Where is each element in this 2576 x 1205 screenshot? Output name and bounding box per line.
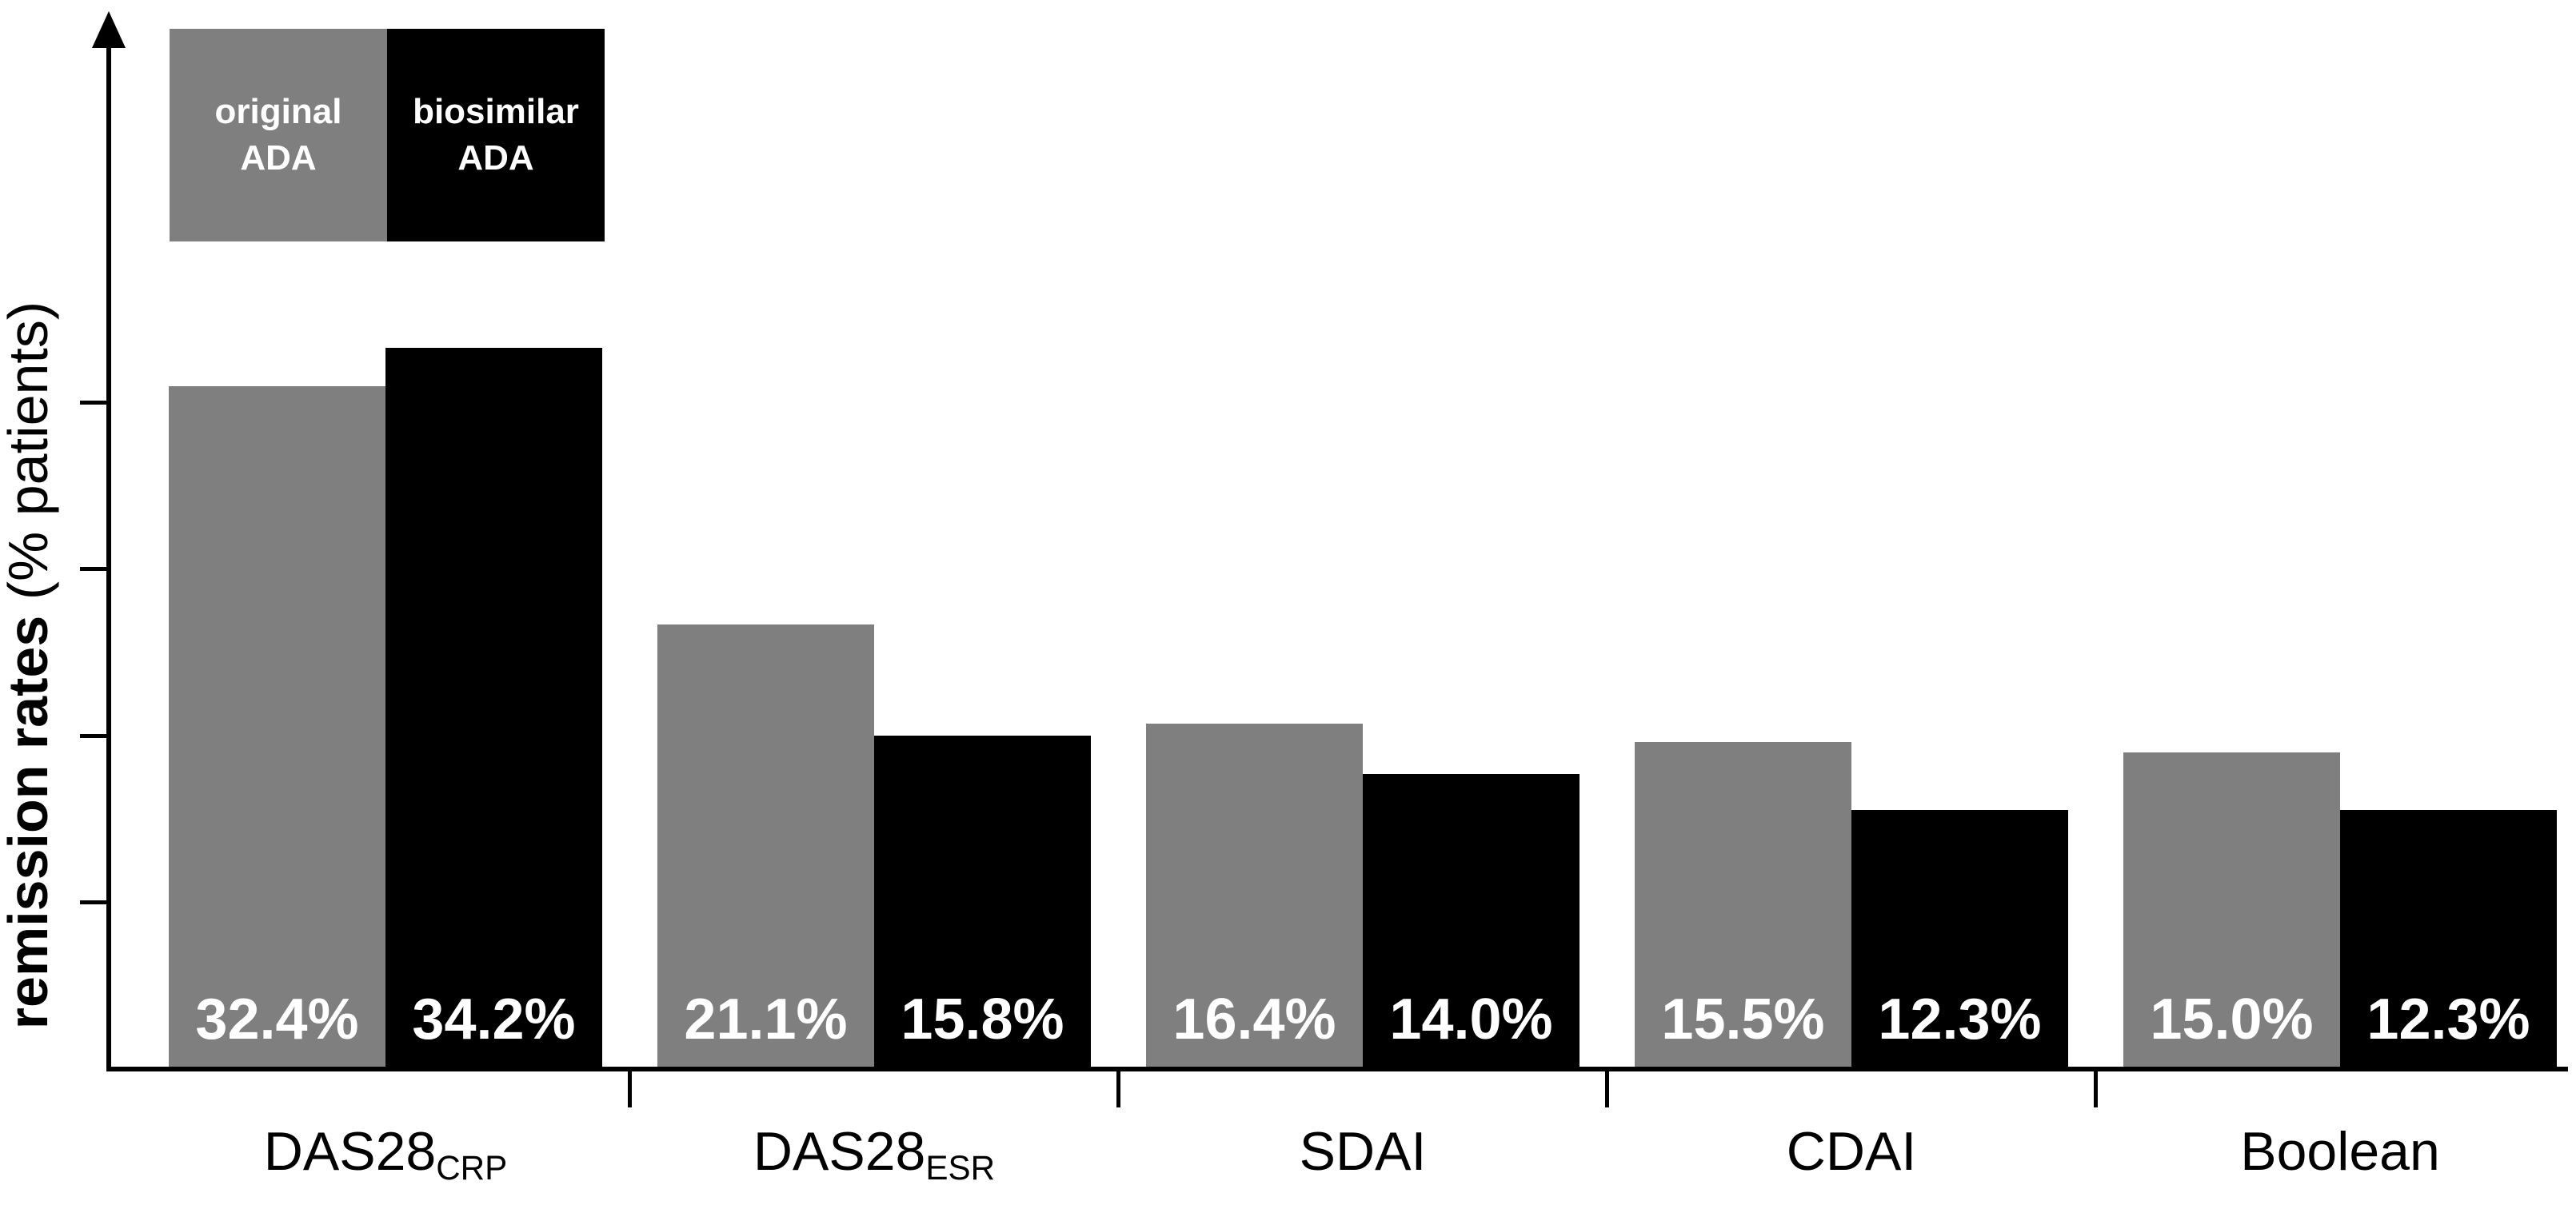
bar-value-label: 15.5% <box>1661 988 1825 1051</box>
category-label-base: Boolean <box>2240 1121 2440 1182</box>
bar-biosimilarada-cdai: 12.3% <box>1851 810 2068 1069</box>
bar-originalada-das28crp: 32.4% <box>169 386 385 1069</box>
bar-value-label: 14.0% <box>1389 988 1553 1051</box>
y-axis-tick <box>80 900 109 904</box>
bar-originalada-sdai: 16.4% <box>1146 724 1363 1069</box>
legend-item-original-ada: original ADA <box>170 29 387 241</box>
y-axis-tick <box>80 733 109 738</box>
legend-item-biosimilar-ada: biosimilar ADA <box>387 29 605 241</box>
bar-biosimilarada-das28crp: 34.2% <box>385 348 602 1069</box>
category-label-boolean: Boolean <box>2123 1119 2557 1183</box>
bar-value-label: 34.2% <box>412 988 576 1051</box>
y-axis-label: remission rates (% patients) <box>0 205 62 1125</box>
bar-originalada-cdai: 15.5% <box>1635 742 1851 1069</box>
x-axis-separator-tick <box>628 1069 632 1107</box>
category-label-subscript: ESR <box>925 1148 996 1187</box>
bar-value-label: 15.0% <box>2150 988 2314 1051</box>
y-axis-tick <box>80 400 109 405</box>
bar-value-label: 12.3% <box>2366 988 2530 1051</box>
x-axis-separator-tick <box>1605 1069 1609 1107</box>
bar-value-label: 21.1% <box>684 988 848 1051</box>
category-label-base: SDAI <box>1299 1121 1427 1182</box>
x-axis-separator-tick <box>2094 1069 2098 1107</box>
category-label-base: DAS28 <box>263 1121 437 1182</box>
bar-biosimilarada-sdai: 14.0% <box>1363 774 1580 1069</box>
y-axis-line <box>106 34 111 1071</box>
y-axis-tick <box>80 567 109 571</box>
y-axis-label-bold: remission rates <box>0 615 59 1030</box>
category-label-das28crp: DAS28CRP <box>169 1119 602 1200</box>
category-label-subscript: CRP <box>436 1148 508 1187</box>
category-label-sdai: SDAI <box>1146 1119 1580 1183</box>
y-axis-label-normal: (% patients) <box>0 301 59 616</box>
category-label-cdai: CDAI <box>1635 1119 2068 1183</box>
category-label-base: DAS28 <box>753 1121 926 1182</box>
x-axis-line <box>106 1067 2568 1071</box>
bar-value-label: 15.8% <box>901 988 1064 1051</box>
bar-biosimilarada-das28esr: 15.8% <box>874 736 1091 1069</box>
bar-originalada-das28esr: 21.1% <box>657 624 874 1069</box>
bar-value-label: 12.3% <box>1878 988 2042 1051</box>
bar-biosimilarada-boolean: 12.3% <box>2340 810 2557 1069</box>
legend: original ADA biosimilar ADA <box>170 29 605 241</box>
category-label-base: CDAI <box>1786 1121 1917 1182</box>
x-axis-separator-tick <box>1116 1069 1120 1107</box>
bar-value-label: 16.4% <box>1172 988 1336 1051</box>
category-label-das28esr: DAS28ESR <box>657 1119 1091 1200</box>
bar-originalada-boolean: 15.0% <box>2123 752 2340 1069</box>
bar-value-label: 32.4% <box>195 988 359 1051</box>
